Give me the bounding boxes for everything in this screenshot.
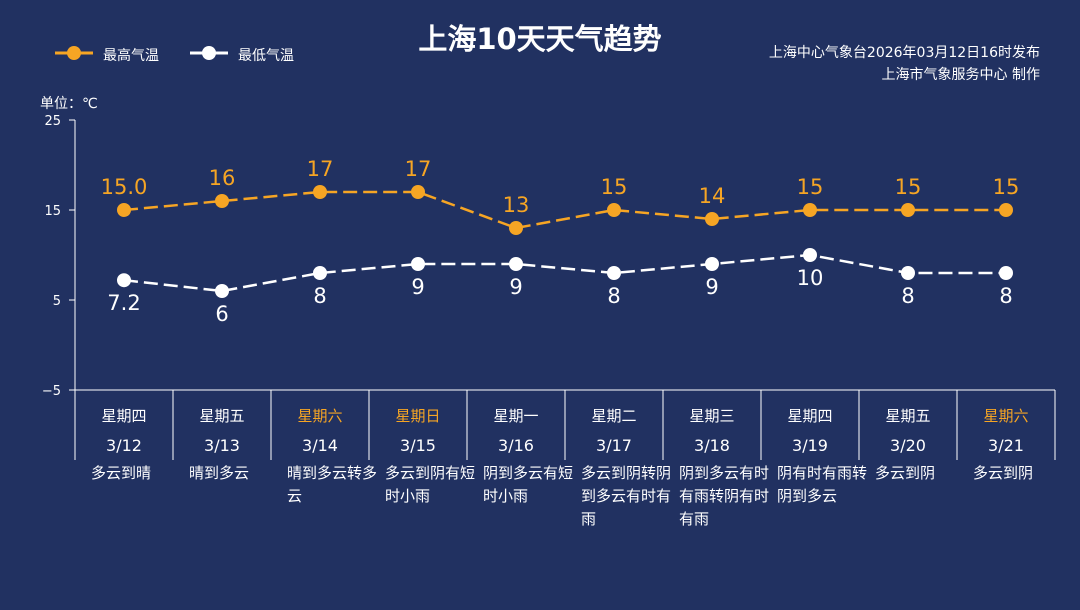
high-temp-point: [509, 221, 523, 235]
high-temp-value-label: 17: [307, 157, 334, 181]
low-temp-value-label: 9: [705, 275, 718, 299]
producer-line: 上海市气象服务中心 制作: [881, 67, 1040, 83]
date-label: 3/18: [694, 436, 730, 455]
high-temp-point: [999, 203, 1013, 217]
weekday-label: 星期六: [983, 407, 1028, 425]
high-temp-point: [901, 203, 915, 217]
condition-text: 多云到晴: [91, 464, 152, 482]
condition-text: 晴到多云转多云: [287, 464, 378, 505]
high-temp-value-label: 15: [993, 175, 1020, 199]
low-temp-point: [705, 257, 719, 271]
weekday-label: 星期六: [297, 407, 342, 425]
high-temp-value-label: 15: [797, 175, 824, 199]
low-temp-point: [509, 257, 523, 271]
low-temp-value-label: 7.2: [107, 291, 140, 315]
y-tick-label: −5: [42, 384, 61, 399]
low-temp-point: [803, 248, 817, 262]
low-temp-value-label: 9: [509, 275, 522, 299]
legend-low-label: 最低气温: [238, 48, 294, 64]
high-temp-value-label: 15.0: [101, 175, 148, 199]
date-label: 3/14: [302, 436, 338, 455]
high-temp-point: [313, 185, 327, 199]
weekday-label: 星期一: [493, 407, 538, 425]
low-temp-point: [313, 266, 327, 280]
condition-text: 多云到阴: [973, 464, 1034, 482]
weekday-label: 星期日: [395, 407, 440, 425]
low-temp-value-label: 9: [411, 275, 424, 299]
weekday-label: 星期三: [689, 407, 734, 425]
legend-low-marker-icon: [190, 46, 228, 60]
high-temp-value-label: 17: [405, 157, 432, 181]
legend-high-label: 最高气温: [103, 48, 159, 64]
weekday-label: 星期四: [787, 407, 832, 425]
date-label: 3/13: [204, 436, 240, 455]
low-temp-point: [411, 257, 425, 271]
page-title: 上海10天天气趋势: [418, 22, 662, 56]
high-temp-point: [215, 194, 229, 208]
high-temp-value-label: 16: [209, 166, 236, 190]
legend-high-marker-icon: [55, 46, 93, 60]
date-label: 3/12: [106, 436, 142, 455]
condition-text: 晴到多云: [189, 464, 250, 482]
condition-text: 阴到多云有时有雨转阴有时有雨: [679, 464, 770, 528]
y-tick-label: 15: [44, 204, 61, 219]
low-temp-value-label: 8: [607, 284, 620, 308]
low-temp-value-label: 8: [999, 284, 1012, 308]
low-temp-point: [215, 284, 229, 298]
condition-text: 多云到阴: [875, 464, 936, 482]
high-temp-value-label: 15: [895, 175, 922, 199]
low-temp-point: [999, 266, 1013, 280]
high-temp-point: [411, 185, 425, 199]
low-temp-value-label: 6: [215, 302, 228, 326]
low-temp-point: [607, 266, 621, 280]
low-temp-value-label: 8: [901, 284, 914, 308]
y-tick-label: 25: [44, 114, 61, 129]
condition-text: 多云到阴转阴到多云有时有雨: [581, 464, 672, 528]
date-label: 3/17: [596, 436, 632, 455]
high-temp-point: [607, 203, 621, 217]
high-temp-line: [123, 190, 1006, 230]
date-label: 3/21: [988, 436, 1024, 455]
high-temp-value-label: 13: [503, 193, 530, 217]
weekday-label: 星期五: [199, 407, 244, 425]
weekday-label: 星期五: [885, 407, 930, 425]
high-temp-point: [803, 203, 817, 217]
y-tick-label: 5: [53, 294, 61, 309]
low-temp-point: [117, 273, 131, 288]
date-label: 3/19: [792, 436, 828, 455]
low-temp-value-label: 10: [797, 266, 824, 290]
date-label: 3/16: [498, 436, 534, 455]
condition-text: 阴有时有雨转阴到多云: [777, 464, 868, 505]
issuer-line: 上海中心气象台2026年03月12日16时发布: [768, 45, 1040, 61]
high-temp-point: [117, 203, 131, 217]
low-temp-point: [901, 266, 915, 280]
high-temp-point: [705, 212, 719, 226]
date-label: 3/15: [400, 436, 436, 455]
low-temp-value-label: 8: [313, 284, 326, 308]
unit-label: 单位：℃: [40, 96, 98, 112]
weekday-label: 星期二: [591, 407, 636, 425]
high-temp-value-label: 14: [699, 184, 726, 208]
high-temp-value-label: 15: [601, 175, 628, 199]
condition-text: 多云到阴有短时小雨: [385, 464, 476, 505]
condition-text: 阴到多云有短时小雨: [483, 464, 574, 505]
low-temp-line: [123, 253, 1006, 293]
date-label: 3/20: [890, 436, 926, 455]
weekday-label: 星期四: [101, 407, 146, 425]
